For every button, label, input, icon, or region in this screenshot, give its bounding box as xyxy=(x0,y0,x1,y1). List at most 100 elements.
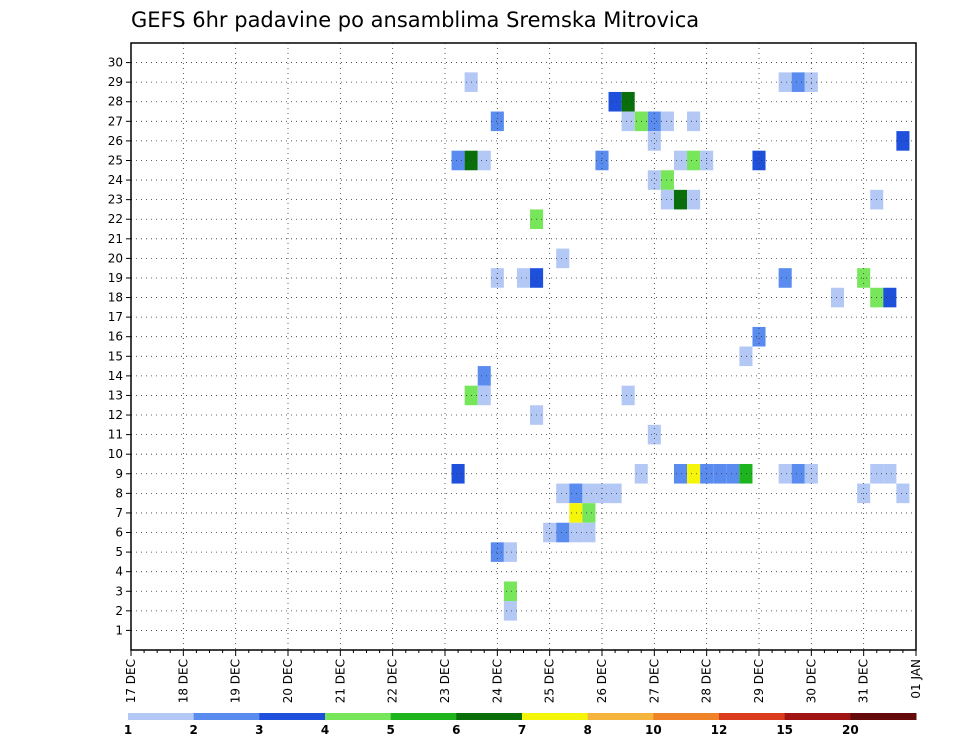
heatmap-cell xyxy=(673,150,688,171)
x-tick-label: 01 JAN xyxy=(909,659,923,699)
heatmap-cell xyxy=(490,542,504,562)
heatmap-cell xyxy=(660,170,674,190)
heatmap-cell xyxy=(673,189,688,210)
y-tick-label: 15 xyxy=(108,349,123,363)
y-tick-label: 24 xyxy=(108,173,123,187)
x-tick-label: 26 DEC xyxy=(595,659,609,703)
heatmap-cell xyxy=(647,111,661,132)
heatmap-cell xyxy=(451,150,465,171)
colorbar-label: 10 xyxy=(645,723,662,737)
y-tick-label: 19 xyxy=(108,271,123,285)
colorbar-swatch xyxy=(128,713,195,720)
heatmap-cell xyxy=(556,522,570,543)
heatmap-cell xyxy=(830,287,845,308)
colorbar-label: 6 xyxy=(452,723,460,737)
heatmap-cell xyxy=(608,91,622,112)
heatmap-cell xyxy=(687,111,701,132)
y-tick-label: 14 xyxy=(108,369,123,383)
heatmap-cell xyxy=(660,189,674,210)
y-tick-label: 3 xyxy=(115,584,123,598)
y-tick-label: 8 xyxy=(115,486,123,500)
heatmap-cell xyxy=(621,111,635,132)
heatmap-cell xyxy=(582,503,596,523)
heatmap-cell xyxy=(687,189,701,210)
heatmap-cell xyxy=(857,268,871,288)
y-tick-label: 6 xyxy=(115,526,123,540)
colorbar-swatch xyxy=(653,713,720,720)
heatmap-cell xyxy=(451,463,465,484)
heatmap-cell xyxy=(791,72,805,92)
y-tick-label: 10 xyxy=(108,447,123,461)
colorbar-swatch xyxy=(587,713,654,720)
heatmap-cell xyxy=(477,150,491,171)
gridlines xyxy=(130,43,917,650)
heatmap-cell xyxy=(569,522,583,543)
y-tick-label: 28 xyxy=(108,95,123,109)
y-tick-label: 29 xyxy=(108,75,123,89)
heatmap-cell xyxy=(477,366,491,386)
x-tick-label: 27 DEC xyxy=(647,659,661,703)
y-tick-label: 26 xyxy=(108,134,123,148)
colorbar-label: 1 xyxy=(124,723,132,737)
heatmap-cell xyxy=(608,483,622,504)
colorbar-swatch xyxy=(193,713,260,720)
x-tick-label: 29 DEC xyxy=(752,659,766,703)
heatmap-cell xyxy=(896,483,910,504)
y-tick-label: 30 xyxy=(108,56,123,70)
y-tick-label: 1 xyxy=(115,623,123,637)
colorbar-swatch xyxy=(456,713,523,720)
heatmap-cell xyxy=(490,268,504,288)
colorbar-swatch xyxy=(784,713,851,720)
heatmap-cell xyxy=(778,72,792,92)
heatmap-cell xyxy=(477,385,491,406)
heatmap-cell xyxy=(582,483,596,504)
heatmap-cell xyxy=(726,463,740,484)
x-tick-label: 22 DEC xyxy=(386,659,400,703)
x-tick-label: 23 DEC xyxy=(438,659,452,703)
x-tick-label: 31 DEC xyxy=(857,659,871,703)
heatmap-cell xyxy=(896,131,910,151)
colorbar-label: 2 xyxy=(189,723,197,737)
heatmap-cell xyxy=(647,131,661,151)
colorbar-swatch xyxy=(719,713,786,720)
y-axis-ticks: 1234567891011121314151617181920212223242… xyxy=(108,56,131,637)
heatmap-cell xyxy=(582,522,596,543)
y-tick-label: 4 xyxy=(115,565,123,579)
x-tick-label: 20 DEC xyxy=(281,659,295,703)
colorbar-label: 15 xyxy=(776,723,793,737)
x-tick-label: 25 DEC xyxy=(543,659,557,703)
colorbar-label: 12 xyxy=(711,723,728,737)
x-tick-label: 24 DEC xyxy=(490,659,504,703)
colorbar-swatch xyxy=(522,713,589,720)
heatmap-cell xyxy=(503,542,517,562)
y-tick-label: 25 xyxy=(108,153,123,167)
heatmap-cell xyxy=(647,424,661,445)
y-tick-label: 22 xyxy=(108,212,123,226)
x-tick-label: 28 DEC xyxy=(700,659,714,703)
colorbar-label: 5 xyxy=(386,723,394,737)
colorbar-label: 20 xyxy=(842,723,859,737)
heatmap-cell xyxy=(503,601,517,621)
heatmap-cell xyxy=(516,268,531,288)
y-tick-label: 21 xyxy=(108,232,123,246)
heatmap-cell xyxy=(621,385,635,406)
colorbar-swatch xyxy=(325,713,392,720)
heatmap-cell xyxy=(687,150,701,171)
colorbar-swatch xyxy=(850,713,917,720)
y-tick-label: 2 xyxy=(115,604,123,618)
chart-title: GEFS 6hr padavine po ansamblima Sremska … xyxy=(131,8,699,32)
heatmap-cell xyxy=(490,111,504,132)
x-tick-label: 21 DEC xyxy=(333,659,347,703)
x-tick-label: 18 DEC xyxy=(176,659,190,703)
y-tick-label: 5 xyxy=(115,545,123,559)
heatmap-cell xyxy=(752,326,766,347)
y-tick-label: 7 xyxy=(115,506,123,520)
heatmap-cell xyxy=(660,111,674,132)
heatmap-cell xyxy=(673,463,688,484)
y-tick-label: 23 xyxy=(108,193,123,207)
heatmap-cell xyxy=(883,463,897,484)
colorbar-label: 4 xyxy=(321,723,329,737)
heatmap-cell xyxy=(883,287,897,308)
heatmap-cell xyxy=(791,463,805,484)
heatmap-cell xyxy=(713,463,727,484)
